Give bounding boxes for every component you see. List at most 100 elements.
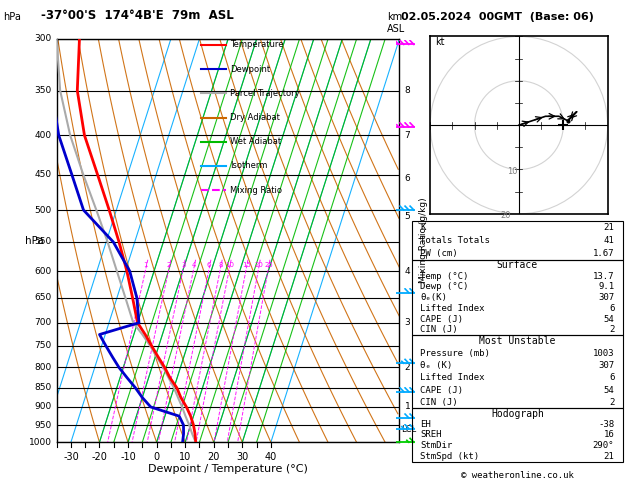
Text: 800: 800: [34, 363, 52, 372]
Text: Mixing Ratio: Mixing Ratio: [230, 186, 282, 195]
Text: 7: 7: [404, 131, 410, 140]
Text: CIN (J): CIN (J): [420, 326, 458, 334]
Text: 500: 500: [34, 206, 52, 214]
Text: 15: 15: [242, 262, 251, 268]
Text: Mixing Ratio (g/kg): Mixing Ratio (g/kg): [419, 198, 428, 283]
Text: Isotherm: Isotherm: [230, 161, 267, 171]
Text: ASL: ASL: [387, 24, 405, 34]
Text: 0: 0: [153, 452, 160, 462]
Text: 1.67: 1.67: [593, 249, 615, 258]
Text: -30: -30: [63, 452, 79, 462]
Text: 750: 750: [34, 341, 52, 350]
Text: Pressure (mb): Pressure (mb): [420, 349, 490, 358]
Text: LCL: LCL: [401, 425, 416, 434]
Text: 54: 54: [604, 385, 615, 395]
Text: 8: 8: [404, 86, 410, 95]
Text: 4: 4: [192, 262, 196, 268]
Text: 300: 300: [34, 35, 52, 43]
Text: Most Unstable: Most Unstable: [479, 336, 555, 347]
Text: 10: 10: [179, 452, 191, 462]
Text: 6: 6: [404, 174, 410, 183]
Text: 30: 30: [236, 452, 248, 462]
Text: hPa: hPa: [3, 12, 21, 22]
Text: 900: 900: [34, 402, 52, 412]
Text: 8: 8: [218, 262, 223, 268]
Text: 21: 21: [604, 452, 615, 461]
Text: 350: 350: [34, 86, 52, 95]
Text: SREH: SREH: [420, 431, 442, 439]
Text: EH: EH: [420, 420, 431, 429]
Text: 4: 4: [404, 267, 410, 276]
Text: 6: 6: [609, 373, 615, 382]
Text: CIN (J): CIN (J): [420, 398, 458, 407]
Text: Temp (°C): Temp (°C): [420, 272, 469, 280]
Text: 850: 850: [34, 383, 52, 392]
Text: 21: 21: [604, 223, 615, 232]
Text: 9.1: 9.1: [598, 282, 615, 292]
Text: 20: 20: [254, 262, 263, 268]
Text: -20: -20: [92, 452, 108, 462]
Text: 3: 3: [404, 318, 410, 327]
Text: 950: 950: [34, 420, 52, 430]
Text: 600: 600: [34, 267, 52, 276]
Text: 1000: 1000: [28, 438, 52, 447]
Text: CAPE (J): CAPE (J): [420, 315, 464, 324]
Text: 2: 2: [609, 326, 615, 334]
Text: CAPE (J): CAPE (J): [420, 385, 464, 395]
Text: 2: 2: [404, 363, 410, 372]
Text: Wet Adiabat: Wet Adiabat: [230, 137, 281, 146]
Text: -37°00'S  174°4B'E  79m  ASL: -37°00'S 174°4B'E 79m ASL: [41, 9, 233, 22]
Text: 20: 20: [208, 452, 220, 462]
Text: 6: 6: [207, 262, 211, 268]
Text: 1: 1: [143, 262, 148, 268]
Text: 25: 25: [264, 262, 273, 268]
Text: 290°: 290°: [593, 441, 615, 450]
Text: 40: 40: [265, 452, 277, 462]
Text: Parcel Trajectory: Parcel Trajectory: [230, 89, 299, 98]
Text: 400: 400: [35, 131, 52, 140]
Text: Dewp (°C): Dewp (°C): [420, 282, 469, 292]
Text: θₑ(K): θₑ(K): [420, 293, 447, 302]
Text: 307: 307: [598, 293, 615, 302]
Text: kt: kt: [435, 37, 444, 47]
Text: 3: 3: [181, 262, 186, 268]
Text: 13.7: 13.7: [593, 272, 615, 280]
Text: K: K: [420, 223, 426, 232]
X-axis label: Dewpoint / Temperature (°C): Dewpoint / Temperature (°C): [148, 465, 308, 474]
Text: -38: -38: [598, 420, 615, 429]
Text: 54: 54: [604, 315, 615, 324]
Text: km: km: [387, 12, 402, 22]
Text: 450: 450: [35, 170, 52, 179]
Text: Totals Totals: Totals Totals: [420, 236, 490, 245]
Text: StmSpd (kt): StmSpd (kt): [420, 452, 479, 461]
Text: © weatheronline.co.uk: © weatheronline.co.uk: [461, 471, 574, 480]
Text: -10: -10: [120, 452, 136, 462]
Text: Dry Adiabat: Dry Adiabat: [230, 113, 280, 122]
Text: 10: 10: [507, 167, 518, 176]
Text: 10: 10: [225, 262, 234, 268]
Text: 2: 2: [609, 398, 615, 407]
Text: Lifted Index: Lifted Index: [420, 304, 485, 313]
Text: 307: 307: [598, 361, 615, 370]
Text: Surface: Surface: [497, 260, 538, 270]
Text: 550: 550: [34, 238, 52, 246]
Text: Hodograph: Hodograph: [491, 409, 544, 418]
Text: StmDir: StmDir: [420, 441, 453, 450]
Text: 650: 650: [34, 294, 52, 302]
Text: 6: 6: [609, 304, 615, 313]
Text: 700: 700: [34, 318, 52, 327]
Text: 1: 1: [404, 402, 410, 412]
Text: 2: 2: [167, 262, 171, 268]
Text: PW (cm): PW (cm): [420, 249, 458, 258]
Text: 16: 16: [604, 431, 615, 439]
Text: 5: 5: [404, 212, 410, 221]
Text: 1003: 1003: [593, 349, 615, 358]
Text: 41: 41: [604, 236, 615, 245]
Text: hPa: hPa: [25, 236, 43, 245]
Text: Lifted Index: Lifted Index: [420, 373, 485, 382]
Text: θₑ (K): θₑ (K): [420, 361, 453, 370]
Text: Dewpoint: Dewpoint: [230, 65, 270, 74]
Text: 20: 20: [501, 211, 511, 220]
Text: Temperature: Temperature: [230, 40, 283, 50]
Text: 02.05.2024  00GMT  (Base: 06): 02.05.2024 00GMT (Base: 06): [401, 12, 594, 22]
